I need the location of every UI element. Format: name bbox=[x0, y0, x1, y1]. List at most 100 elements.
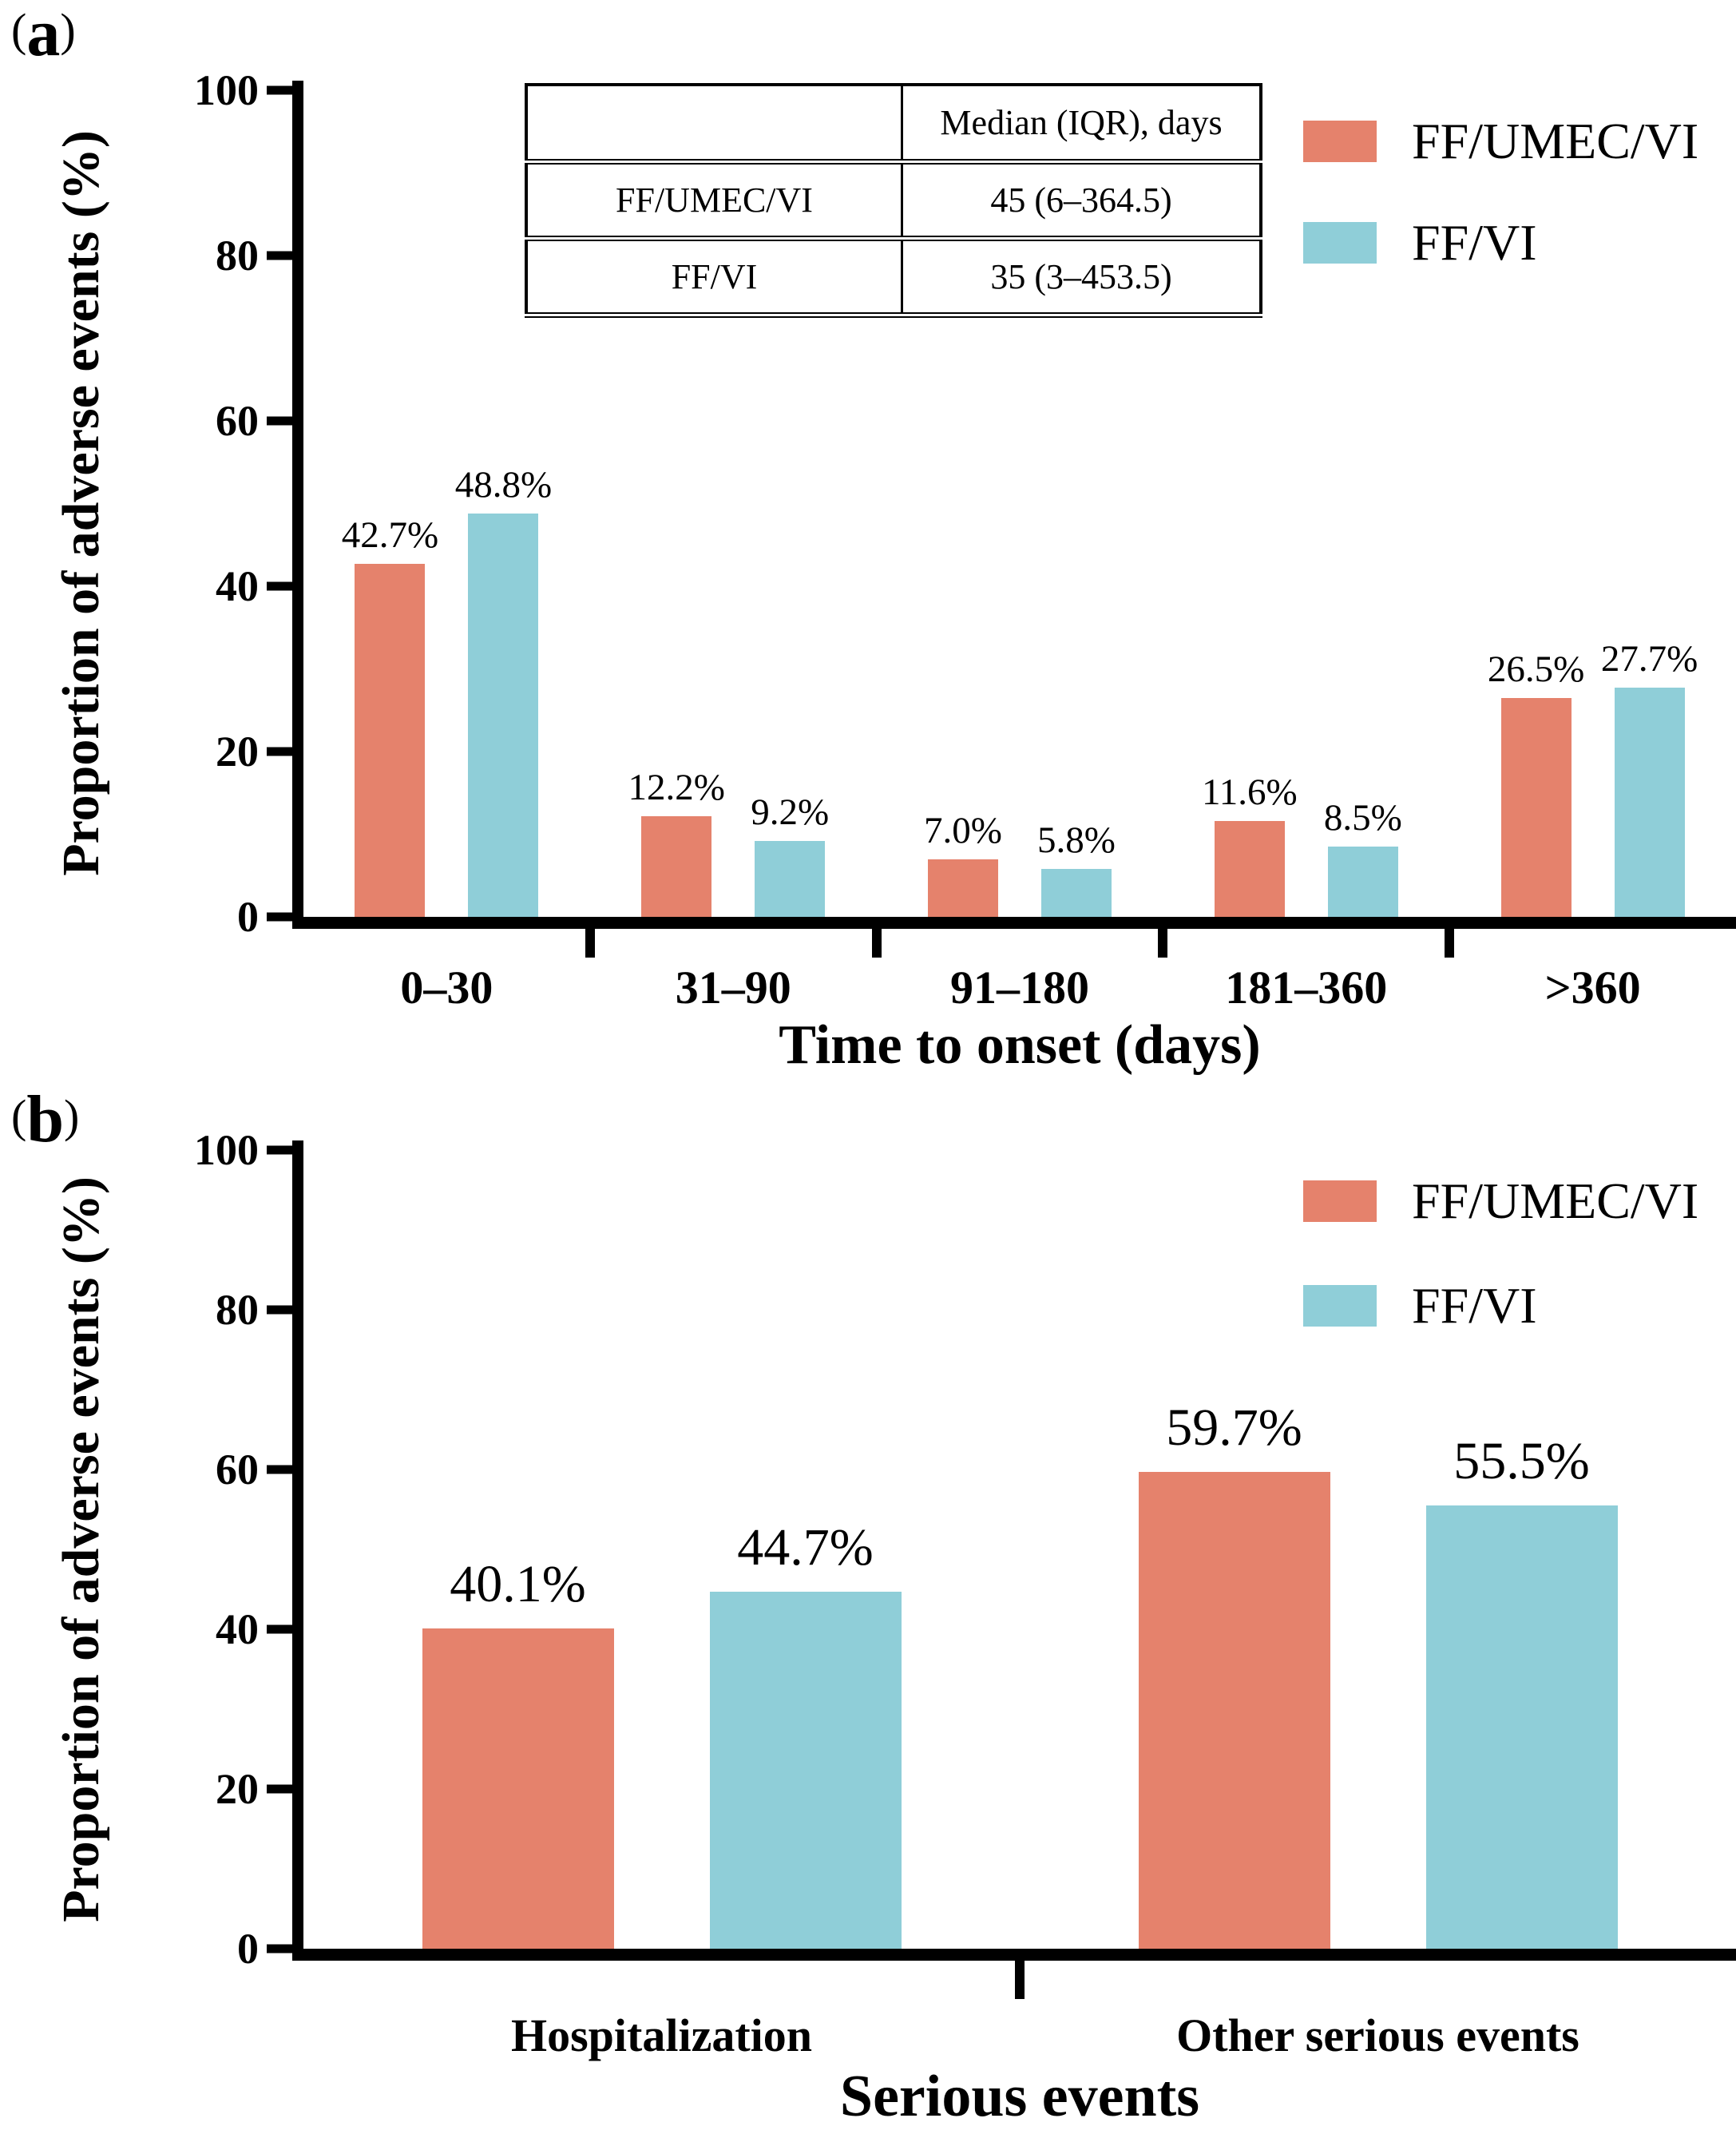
bar-ff-umec-vi-2 bbox=[928, 859, 998, 917]
category-label: Other serious events bbox=[1176, 2009, 1579, 2061]
bar-value-label: 55.5% bbox=[1453, 1432, 1590, 1490]
panel-b-letter-close: ) bbox=[64, 1090, 80, 1142]
table-row: FF/UMEC/VI 45 (6–364.5) bbox=[525, 160, 1262, 241]
y-axis-tick bbox=[267, 747, 292, 756]
y-axis-tick bbox=[267, 581, 292, 591]
bar-ff-vi-1 bbox=[755, 840, 826, 917]
panel-b-plot-area: Serious events 0 20 40 60 80 100 Hospitalizati… bbox=[194, 1128, 1736, 2126]
bar-ff-vi-3 bbox=[1327, 847, 1398, 917]
y-axis-tick-label: 20 bbox=[216, 728, 259, 775]
legend-label-ff-umec-vi: FF/UMEC/VI bbox=[1412, 113, 1699, 169]
y-axis-tick bbox=[267, 1465, 292, 1474]
legend-swatch-ff-umec-vi bbox=[1303, 121, 1377, 162]
x-axis-tick bbox=[871, 929, 882, 958]
bar-ff-vi-4 bbox=[1614, 688, 1685, 917]
y-axis-tick bbox=[267, 1784, 292, 1794]
panel-b-y-axis-line bbox=[292, 1140, 303, 1961]
bar-value-label: 59.7% bbox=[1166, 1398, 1302, 1457]
panel-a-y-axis-title: Proportion of adverse events (%) bbox=[52, 130, 110, 876]
legend-item-ff-vi: FF/VI bbox=[1303, 1280, 1537, 1331]
bar-ff-umec-vi-1 bbox=[641, 815, 712, 917]
bar-ff-vi-0 bbox=[709, 1592, 902, 1949]
table-header-row: Median (IQR), days bbox=[525, 83, 1262, 165]
y-axis-tick bbox=[267, 1145, 292, 1155]
legend-item-ff-umec-vi: FF/UMEC/VI bbox=[1303, 1176, 1698, 1227]
bar-ff-umec-vi-0 bbox=[422, 1628, 614, 1949]
panel-a: (a) Proportion of adverse events (%) Tim… bbox=[11, 0, 1736, 1076]
legend-label-ff-vi: FF/VI bbox=[1412, 214, 1537, 271]
panel-a-y-axis-line bbox=[292, 81, 303, 929]
bar-value-label: 27.7% bbox=[1600, 638, 1698, 680]
y-axis-tick bbox=[267, 912, 292, 922]
median-iqr-table: Median (IQR), days FF/UMEC/VI 45 (6–364.… bbox=[525, 83, 1262, 318]
legend-swatch-ff-vi bbox=[1303, 222, 1377, 264]
bar-ff-vi-1 bbox=[1425, 1505, 1618, 1949]
legend-item-ff-vi: FF/VI bbox=[1303, 217, 1537, 268]
y-axis-tick bbox=[267, 85, 292, 95]
legend-swatch-ff-umec-vi bbox=[1303, 1180, 1377, 1222]
table-cell-group-value: 45 (6–364.5) bbox=[901, 160, 1262, 241]
legend-swatch-ff-vi bbox=[1303, 1285, 1377, 1327]
category-label: >360 bbox=[1544, 962, 1641, 1013]
panel-a-letter-char: a bbox=[26, 0, 61, 70]
y-axis-tick-label: 20 bbox=[216, 1765, 259, 1813]
bar-value-label: 44.7% bbox=[737, 1518, 874, 1577]
bar-value-label: 42.7% bbox=[341, 514, 439, 557]
y-axis-tick-label: 40 bbox=[216, 1605, 259, 1653]
table-header-median-iqr: Median (IQR), days bbox=[901, 83, 1262, 165]
legend-label-ff-umec-vi: FF/UMEC/VI bbox=[1412, 1172, 1699, 1229]
x-axis-tick bbox=[1158, 929, 1168, 958]
y-axis-tick-label: 0 bbox=[237, 1925, 259, 1973]
bar-ff-umec-vi-1 bbox=[1138, 1472, 1330, 1949]
panel-a-x-axis-line bbox=[292, 917, 1736, 929]
y-axis-tick-label: 100 bbox=[194, 66, 259, 114]
table-cell-group-name: FF/UMEC/VI bbox=[525, 160, 903, 241]
y-axis-tick-label: 80 bbox=[216, 232, 259, 280]
table-cell-empty bbox=[525, 83, 903, 165]
y-axis-tick-label: 100 bbox=[194, 1126, 259, 1174]
table-row: FF/VI 35 (3–453.5) bbox=[525, 236, 1262, 318]
y-axis-tick-label: 80 bbox=[216, 1286, 259, 1334]
legend-label-ff-vi: FF/VI bbox=[1412, 1277, 1537, 1334]
bar-value-label: 7.0% bbox=[924, 809, 1002, 851]
bar-value-label: 40.1% bbox=[450, 1555, 586, 1613]
bar-value-label: 48.8% bbox=[454, 463, 553, 506]
category-label: 0–30 bbox=[400, 962, 493, 1013]
y-axis-tick-label: 60 bbox=[216, 1446, 259, 1493]
bar-ff-umec-vi-3 bbox=[1214, 820, 1285, 917]
panel-b-x-axis-line bbox=[292, 1949, 1736, 1961]
panel-a-letter-open: ( bbox=[11, 4, 27, 56]
x-axis-tick bbox=[1015, 1961, 1025, 1999]
y-axis-tick bbox=[267, 251, 292, 260]
panel-a-letter-close: ) bbox=[60, 4, 76, 56]
bar-ff-umec-vi-0 bbox=[355, 564, 426, 917]
panel-a-letter: (a) bbox=[11, 0, 76, 67]
x-axis-tick bbox=[1445, 929, 1455, 958]
y-axis-tick-label: 0 bbox=[237, 893, 259, 941]
y-axis-tick bbox=[267, 1944, 292, 1953]
x-axis-tick bbox=[585, 929, 595, 958]
bar-ff-vi-0 bbox=[468, 513, 539, 917]
category-label: 31–90 bbox=[675, 962, 791, 1013]
table-cell-group-name: FF/VI bbox=[525, 236, 903, 318]
y-axis-tick-label: 60 bbox=[216, 397, 259, 445]
bar-value-label: 12.2% bbox=[628, 766, 725, 808]
y-axis-tick bbox=[267, 1305, 292, 1315]
bar-value-label: 9.2% bbox=[751, 791, 830, 833]
legend-item-ff-umec-vi: FF/UMEC/VI bbox=[1303, 116, 1698, 167]
panel-a-x-axis-title: Time to onset (days) bbox=[779, 1014, 1261, 1076]
bar-value-label: 26.5% bbox=[1487, 648, 1585, 690]
bar-ff-vi-2 bbox=[1041, 868, 1112, 917]
table-cell-group-value: 35 (3–453.5) bbox=[901, 236, 1262, 318]
category-label: Hospitalization bbox=[510, 2009, 813, 2061]
bar-ff-umec-vi-4 bbox=[1500, 697, 1572, 917]
panel-b-letter: (b) bbox=[11, 1086, 79, 1153]
panel-b-letter-open: ( bbox=[11, 1090, 27, 1142]
bar-value-label: 11.6% bbox=[1201, 771, 1298, 813]
bar-value-label: 8.5% bbox=[1323, 797, 1402, 839]
panel-b-letter-char: b bbox=[26, 1082, 65, 1156]
panel-b: (b) Proportion of adverse events (%) Ser… bbox=[0, 1080, 1736, 2130]
y-axis-tick bbox=[267, 416, 292, 426]
category-label: 181–360 bbox=[1225, 962, 1388, 1013]
